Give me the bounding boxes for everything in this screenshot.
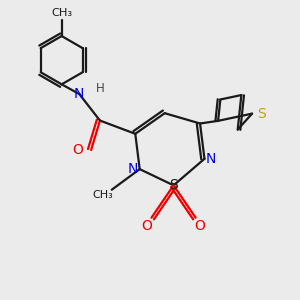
Text: CH₃: CH₃	[51, 8, 72, 18]
Text: N: N	[128, 162, 138, 176]
Text: CH₃: CH₃	[92, 190, 113, 200]
Text: O: O	[195, 219, 206, 233]
Text: N: N	[74, 87, 84, 101]
Text: S: S	[169, 178, 178, 192]
Text: O: O	[142, 219, 152, 233]
Text: S: S	[257, 106, 266, 121]
Text: H: H	[95, 82, 104, 95]
Text: N: N	[206, 152, 216, 166]
Text: O: O	[72, 143, 83, 157]
